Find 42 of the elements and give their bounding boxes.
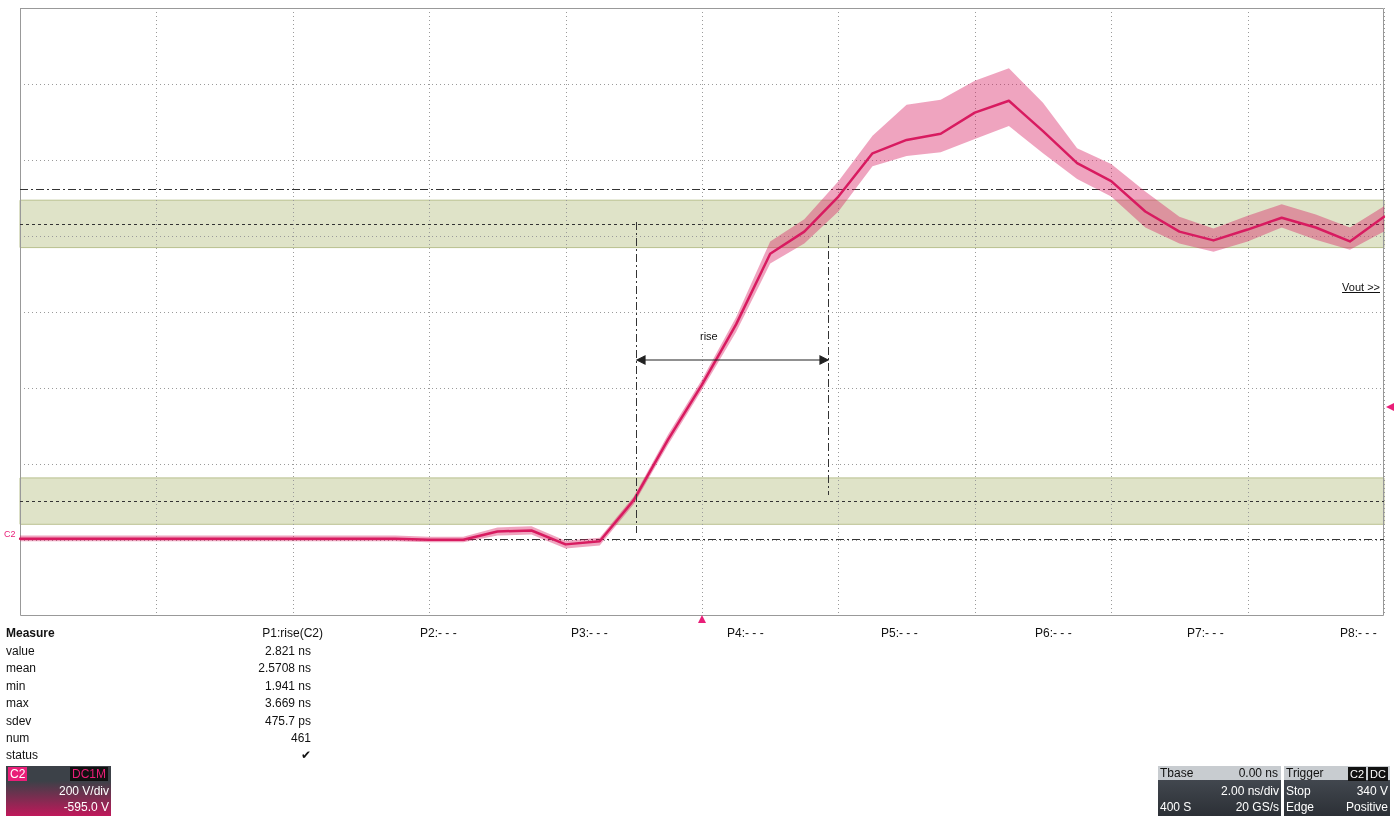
text: Positive [1345,800,1388,814]
text: C2 [1347,767,1366,781]
text: Stop [1286,784,1311,798]
text: C2 [4,527,16,541]
text: DC [1368,767,1388,781]
text: 2.00 ns/div [1220,784,1279,798]
text: num [6,731,30,745]
text: status [6,748,39,763]
text: P7:- - - [1187,626,1224,640]
text: 461 [290,731,311,745]
text: -595.0 V [63,800,109,814]
text: 3.669 ns [264,696,311,711]
annotation: rise [699,330,719,342]
text: ✔ [301,748,311,763]
text: 475.7 ps [264,713,311,728]
text: Measure [6,626,55,640]
text: 20 GS/s [1235,800,1279,814]
text: 400 S [1160,800,1192,814]
text: min [6,678,26,693]
text: 2.821 ns [264,644,311,658]
text: Trigger [1286,766,1324,780]
text: C2 [8,767,28,781]
annotation: Vout >> [1342,280,1380,294]
text: P2:- - - [420,626,457,640]
text: 2.5708 ns [258,661,311,676]
text: P6:- - - [1035,626,1072,640]
text: 340 V [1356,784,1388,798]
text: mean [6,661,37,676]
text: Tbase [1160,766,1194,780]
text: P4:- - - [727,626,764,640]
text: max [6,696,29,711]
text: P1:rise(C2) [262,626,323,640]
text: Edge [1286,800,1315,814]
text: 200 V/div [58,784,109,798]
text: 0.00 ns [1238,766,1278,780]
text: P3:- - - [571,626,608,640]
text: 1.941 ns [264,678,311,693]
text: sdev [6,713,32,728]
text: value [6,644,35,658]
text: P8:- - - [1340,626,1377,640]
text: P5:- - - [881,626,918,640]
text: DC1M [69,767,108,781]
